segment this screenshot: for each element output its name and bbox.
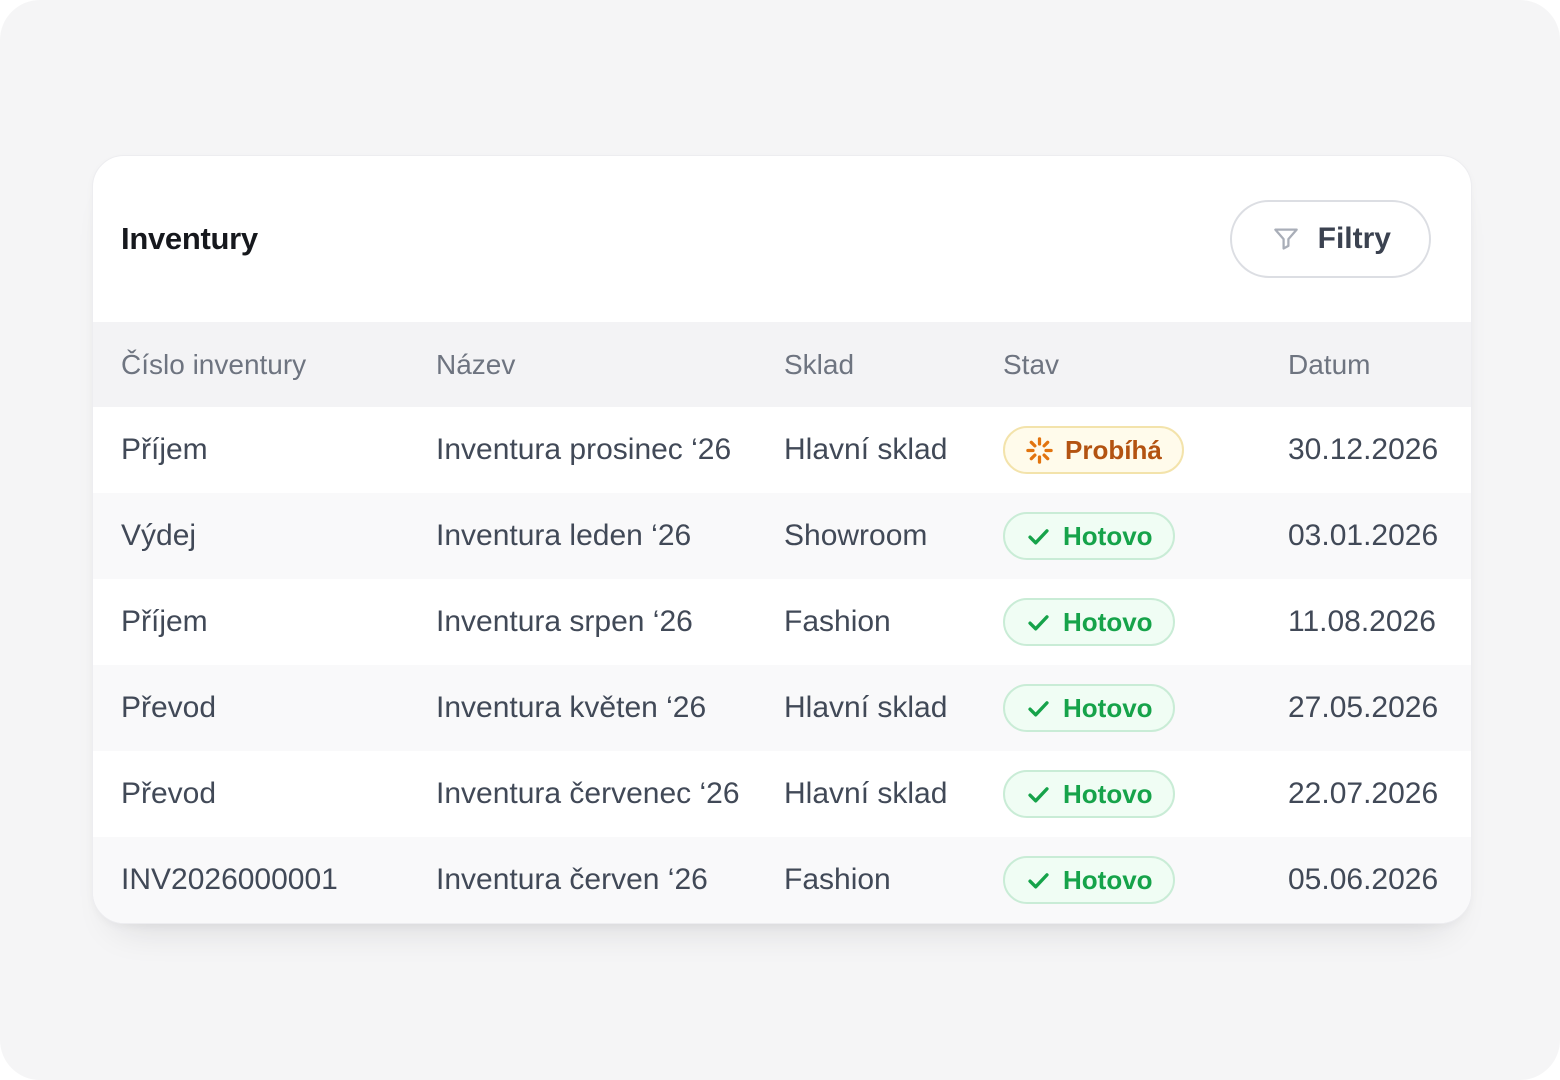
warehouse-cell: Hlavní sklad [756, 691, 975, 725]
check-icon [1025, 609, 1052, 636]
table-body: Příjem Inventura prosinec ‘26 Hlavní skl… [93, 407, 1471, 923]
filters-button-label: Filtry [1318, 222, 1391, 256]
warehouse-cell: Hlavní sklad [756, 777, 975, 811]
status-cell: Hotovo [975, 598, 1260, 646]
status-label: Hotovo [1063, 781, 1153, 807]
status-label: Hotovo [1063, 695, 1153, 721]
date-cell: 11.08.2026 [1260, 605, 1471, 639]
warehouse-cell: Showroom [756, 519, 975, 553]
app-background: Inventury Filtry Číslo inventury Název S… [0, 0, 1560, 1080]
warehouse-cell: Fashion [756, 605, 975, 639]
status-cell: Hotovo [975, 512, 1260, 560]
check-icon [1025, 695, 1052, 722]
status-label: Probíhá [1065, 437, 1162, 463]
check-icon [1025, 523, 1052, 550]
inventory-card: Inventury Filtry Číslo inventury Název S… [92, 155, 1472, 924]
warehouse-cell: Fashion [756, 863, 975, 897]
date-cell: 05.06.2026 [1260, 863, 1471, 897]
inventory-name-cell: Inventura prosinec ‘26 [408, 433, 756, 467]
column-header-warehouse: Sklad [756, 349, 975, 381]
page-title: Inventury [121, 221, 258, 257]
inventory-number-cell: Převod [93, 777, 408, 811]
inventory-number-cell: Příjem [93, 605, 408, 639]
status-badge: Hotovo [1003, 598, 1175, 646]
table-row[interactable]: Převod Inventura květen ‘26 Hlavní sklad… [93, 665, 1471, 751]
filters-button[interactable]: Filtry [1230, 200, 1431, 278]
card-header: Inventury Filtry [93, 156, 1471, 322]
status-label: Hotovo [1063, 523, 1153, 549]
inventory-name-cell: Inventura srpen ‘26 [408, 605, 756, 639]
inventory-number-cell: Výdej [93, 519, 408, 553]
status-badge: Hotovo [1003, 856, 1175, 904]
status-badge: Hotovo [1003, 684, 1175, 732]
inventory-number-cell: Převod [93, 691, 408, 725]
status-cell: Hotovo [975, 856, 1260, 904]
date-cell: 30.12.2026 [1260, 433, 1471, 467]
status-cell: Hotovo [975, 770, 1260, 818]
warehouse-cell: Hlavní sklad [756, 433, 975, 467]
date-cell: 27.05.2026 [1260, 691, 1471, 725]
date-cell: 22.07.2026 [1260, 777, 1471, 811]
table-row[interactable]: Výdej Inventura leden ‘26 Showroom Hotov… [93, 493, 1471, 579]
date-cell: 03.01.2026 [1260, 519, 1471, 553]
inventory-number-cell: Příjem [93, 433, 408, 467]
inventory-name-cell: Inventura červenec ‘26 [408, 777, 756, 811]
check-icon [1025, 867, 1052, 894]
table-row[interactable]: INV2026000001 Inventura červen ‘26 Fashi… [93, 837, 1471, 923]
table-header-row: Číslo inventury Název Sklad Stav Datum [93, 322, 1471, 407]
status-label: Hotovo [1063, 867, 1153, 893]
table-row[interactable]: Převod Inventura červenec ‘26 Hlavní skl… [93, 751, 1471, 837]
status-badge: Hotovo [1003, 512, 1175, 560]
status-label: Hotovo [1063, 609, 1153, 635]
table-row[interactable]: Příjem Inventura prosinec ‘26 Hlavní skl… [93, 407, 1471, 493]
inventory-number-cell: INV2026000001 [93, 863, 408, 897]
inventory-name-cell: Inventura květen ‘26 [408, 691, 756, 725]
column-header-number: Číslo inventury [93, 349, 408, 381]
status-badge: Hotovo [1003, 770, 1175, 818]
status-badge: Probíhá [1003, 426, 1184, 474]
spinner-icon [1025, 436, 1054, 465]
status-cell: Hotovo [975, 684, 1260, 732]
table-row[interactable]: Příjem Inventura srpen ‘26 Fashion Hotov… [93, 579, 1471, 665]
inventory-name-cell: Inventura leden ‘26 [408, 519, 756, 553]
check-icon [1025, 781, 1052, 808]
column-header-status: Stav [975, 349, 1260, 381]
funnel-icon [1270, 223, 1302, 255]
inventory-name-cell: Inventura červen ‘26 [408, 863, 756, 897]
status-cell: Probíhá [975, 426, 1260, 474]
column-header-date: Datum [1260, 349, 1471, 381]
column-header-name: Název [408, 349, 756, 381]
